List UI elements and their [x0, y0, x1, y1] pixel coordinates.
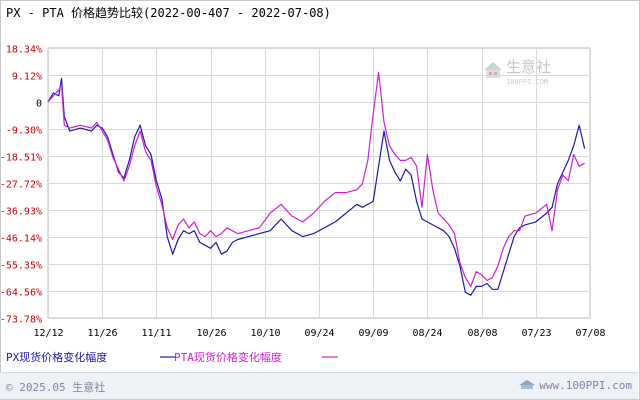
watermark-url: 100PPI.COM: [506, 78, 548, 86]
y-tick-label: 18.34%: [6, 45, 42, 56]
legend-label-pta: PTA现货价格变化幅度: [174, 350, 282, 364]
x-tick-label: 07/23: [521, 328, 551, 339]
x-tick-label: 12/12: [33, 328, 63, 339]
y-tick-label: -9.30%: [6, 126, 42, 137]
y-tick-label: -27.72%: [0, 180, 42, 191]
watermark-brand: 生意社: [506, 58, 551, 76]
x-tick-label: 11/26: [87, 328, 117, 339]
footer-copyright: © 2025.05 生意社: [6, 381, 106, 394]
x-tick-label: 10/26: [196, 328, 226, 339]
house-icon: [484, 62, 502, 78]
px-series-line: [47, 77, 586, 296]
x-tick-label: 09/24: [304, 328, 334, 339]
x-tick-label: 08/24: [412, 328, 442, 339]
y-tick-label: -64.56%: [0, 288, 42, 299]
x-tick-label: 10/10: [250, 328, 280, 339]
y-tick-label: 0: [36, 99, 42, 110]
y-tick-label: -18.51%: [0, 153, 42, 164]
legend-label-px: PX现货价格变化幅度: [6, 350, 107, 364]
x-tick-label: 11/11: [141, 328, 171, 339]
chart-title: PX - PTA 价格趋势比较(2022-00-407 - 2022-07-08…: [6, 6, 331, 20]
x-tick-label: 08/08: [467, 328, 497, 339]
x-tick-label: 07/08: [575, 328, 605, 339]
y-tick-label: -73.78%: [0, 315, 42, 326]
x-tick-label: 09/09: [358, 328, 388, 339]
y-tick-label: -36.93%: [0, 207, 42, 218]
series-lines: [47, 71, 586, 296]
footer: © 2025.05 生意社 www.100PPI.com: [0, 372, 638, 399]
watermark-logo: 生意社 100PPI.COM: [484, 58, 551, 86]
pta-series-line: [47, 71, 585, 287]
y-axis-labels: 18.34% 9.12% 0 -9.30% -18.51% -27.72% -36.93% -…: [0, 45, 42, 326]
footer-site: www.100PPI.com: [518, 379, 632, 392]
y-tick-label: -46.14%: [0, 234, 42, 245]
site-logo-icon: [519, 380, 536, 389]
x-axis-labels: 12/12 11/26 11/11 10/26 10/10 09/24 09/09 08/24…: [33, 328, 605, 339]
footer-site-text: www.100PPI.com: [539, 379, 632, 392]
legend: PX现货价格变化幅度 PTA现货价格变化幅度: [6, 350, 338, 364]
y-tick-label: -55.35%: [0, 261, 42, 272]
grid: [47, 47, 591, 319]
chart-svg: 生意社 100PPI.COM 18.34% 9.12% 0 -9.30% -18.51%…: [0, 45, 606, 365]
y-tick-label: 9.12%: [12, 72, 42, 83]
